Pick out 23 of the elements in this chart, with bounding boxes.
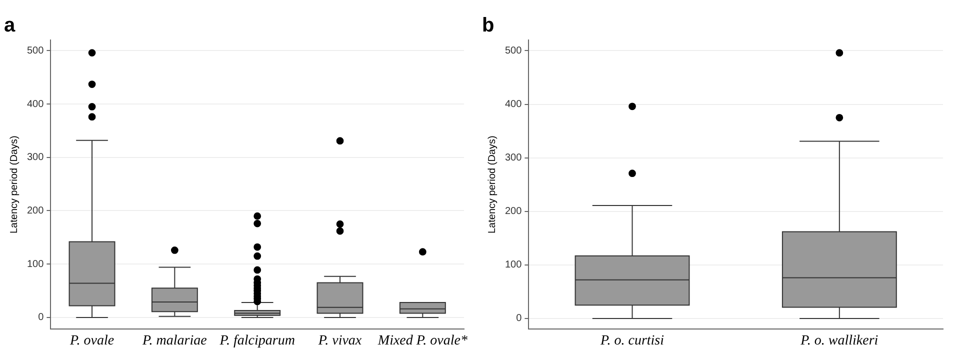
chart-title: b xyxy=(482,14,494,37)
y-tick-label: 400 xyxy=(26,98,44,110)
x-tick-label: P. o. wallikeri xyxy=(800,333,878,348)
y-tick-label: 400 xyxy=(504,99,522,110)
y-tick-label: 100 xyxy=(504,260,522,271)
x-tick-label: P. falciparum xyxy=(218,333,295,348)
x-tick-label: P. vivax xyxy=(317,333,362,348)
y-tick-label: 100 xyxy=(26,258,44,270)
y-tick-label: 300 xyxy=(26,152,44,164)
y-tick-label: 0 xyxy=(516,313,522,324)
y-tick-label: 200 xyxy=(26,205,44,216)
y-tick-label: 500 xyxy=(504,45,522,56)
y-tick-label: 500 xyxy=(26,45,44,56)
y-axis-title: Latency period (Days) xyxy=(486,136,498,234)
y-axis-title: Latency period (Days) xyxy=(8,136,20,234)
x-tick-label: P. ovale xyxy=(68,333,114,348)
x-tick-label: P. malariae xyxy=(142,333,207,348)
x-tick-label: Mixed P. ovale* xyxy=(376,333,468,348)
y-tick-label: 300 xyxy=(504,152,522,164)
y-tick-label: 0 xyxy=(38,312,44,324)
chart-title: a xyxy=(4,14,16,37)
y-tick-label: 200 xyxy=(504,206,522,218)
x-tick-label: P. o. curtisi xyxy=(600,333,664,348)
